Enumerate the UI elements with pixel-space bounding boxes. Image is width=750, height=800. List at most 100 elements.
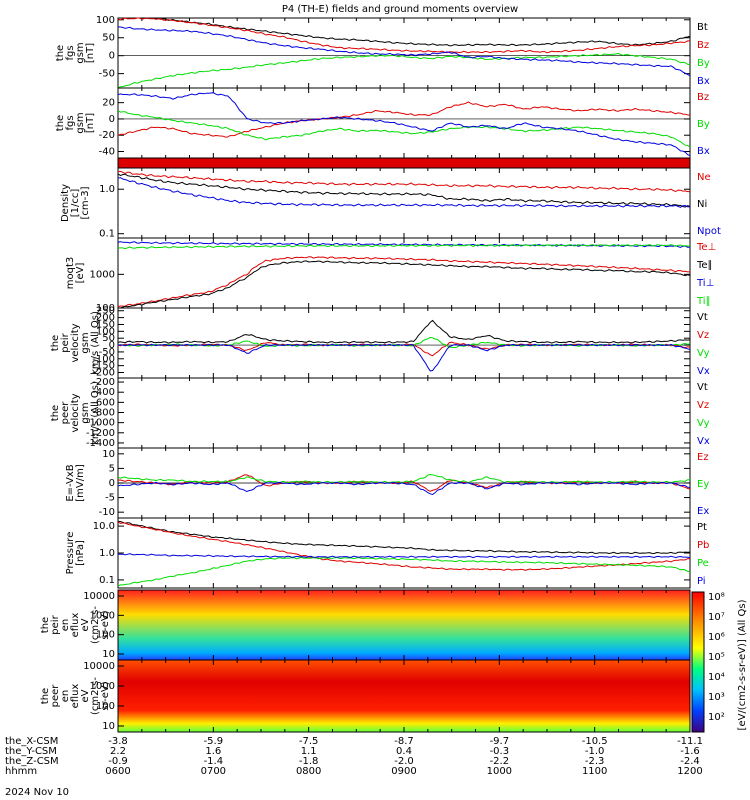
series-Te-line — [117, 260, 691, 309]
legend-By: By — [697, 119, 710, 130]
y-tick-label: -200 — [92, 377, 115, 388]
x-tick-label: 1.1 — [301, 746, 317, 757]
x-tick-label: 1100 — [582, 766, 607, 777]
x-tick-label: -8.7 — [394, 736, 414, 747]
legend-Te: Te⊥ — [696, 242, 716, 253]
x-tick-label: -2.4 — [680, 756, 700, 767]
series-Ey-line — [117, 473, 690, 484]
x-tick-label: -11.1 — [677, 736, 703, 747]
panel-8-ylabel: E=-VxB[mV/m] — [65, 464, 86, 502]
series-Bz-line — [117, 101, 691, 138]
ylabel-line: velocity — [70, 393, 81, 432]
y-tick-label: 1000 — [90, 610, 115, 621]
y-tick-label: 10000 — [83, 591, 115, 602]
x-tick-label: -2.3 — [585, 756, 605, 767]
y-tick-label: -150 — [92, 361, 115, 372]
legend-Ti: Ti∥ — [696, 296, 711, 307]
legend-Vy: Vy — [697, 418, 710, 429]
y-tick-label: 0 — [109, 51, 115, 62]
legend-Ez: Ez — [697, 452, 709, 463]
legend-Pe: Pe — [697, 558, 709, 569]
series-Pe-line — [117, 556, 691, 587]
panel-2-ylabel: thefgsgsm[nT] — [55, 112, 96, 133]
x-tick-label: 0.4 — [396, 746, 412, 757]
x-row-label: the_Y-CSM — [5, 746, 57, 757]
x-row-label: the_X-CSM — [5, 736, 58, 747]
series-Bz-line — [117, 17, 690, 54]
colorbar-label: [eV/(cm2-s-sr-eV)] (All Qs) — [737, 599, 748, 730]
ylabel-line: (cm2-s- — [90, 606, 101, 644]
x-tick-label: 1.6 — [205, 746, 221, 757]
y-tick-label: 10000 — [83, 661, 115, 672]
x-tick-label: 0800 — [296, 766, 321, 777]
y-tick-label: 200 — [96, 313, 115, 324]
ylabel-line: Pressure — [65, 532, 76, 575]
series-Pi-line — [117, 553, 691, 559]
legend-Ex: Ex — [697, 506, 709, 517]
ylabel-line: km/s (All Qs) — [90, 381, 101, 445]
series-Npot-line — [117, 177, 691, 208]
panel-6-ylabel: thepeirvelocitygsmkm/s (All Qs) — [50, 311, 101, 375]
y-tick-label: -400 — [92, 387, 115, 398]
series-Ex-line — [117, 481, 691, 496]
x-tick-label: -10.5 — [582, 736, 608, 747]
y-tick-label: 100 — [96, 630, 115, 641]
ylabel-line: [nPa] — [75, 540, 86, 566]
series-By-line — [117, 110, 691, 148]
x-tick-label: -1.6 — [680, 746, 700, 757]
ylabel-line: sr-eV) — [100, 681, 111, 710]
ylabel-line: en — [60, 690, 71, 703]
legend-Bz: Bz — [697, 40, 709, 51]
ylabel-line: fgs — [65, 115, 76, 130]
ylabel-line: the — [40, 688, 51, 704]
panel-2: 20 0 -20 -40 thefgsgsm[nT] Bz By Bx — [55, 87, 710, 159]
series-Ti-line — [117, 243, 691, 250]
y-tick-label: 1.0 — [99, 548, 115, 559]
ylabel-line: peer — [60, 401, 71, 425]
panels-group: 100500-50thefgsgsm[nT]BtBzByBx200-20-40t… — [40, 15, 748, 733]
legend-Bx: Bx — [697, 76, 710, 87]
y-tick-label: -1200 — [86, 428, 115, 439]
ylabel-line: moqt3 — [65, 257, 76, 290]
y-tick-label: -50 — [99, 69, 115, 80]
x-axis-labels: the_X-CSMthe_Y-CSMthe_Z-CSMhhmm-3.82.2-0… — [5, 736, 703, 777]
legend-Bt: Bt — [697, 22, 708, 33]
panel-11: 10000 1000 100 10 thepeerenefluxeV(cm2-s-sr-… — [40, 659, 691, 733]
x-tick-label: -2.0 — [394, 756, 414, 767]
y-tick-label: -100 — [92, 354, 115, 365]
y-tick-label: -200 — [92, 368, 115, 379]
legend-Vt: Vt — [697, 312, 708, 323]
ylabel-line: [cm-3] — [80, 186, 91, 219]
legend-Vz: Vz — [697, 400, 709, 411]
ylabel-line: gsm — [80, 332, 91, 353]
panel-7-ylabel: thepeervelocitygsmkm/s (All Qs) — [50, 381, 101, 445]
y-tick-label: 1.0 — [99, 184, 115, 195]
ylabel-line: [nT] — [85, 113, 96, 133]
panel-11-ylabel: thepeerenefluxeV(cm2-s-sr-eV) — [40, 677, 111, 715]
colorbar-scale — [691, 591, 705, 733]
series-Te-line — [117, 256, 690, 308]
x-tick-label: -1.4 — [204, 756, 224, 767]
series-Pb-line — [117, 521, 691, 571]
panel-7: -200-400-600-800-1000-1200-1400thepeerve… — [50, 377, 710, 449]
legend-Pt: Pt — [697, 522, 707, 533]
plot-title: P4 (TH-E) fields and ground moments over… — [282, 4, 518, 15]
series-Pt-line — [117, 520, 691, 555]
colorbar-tick-label: 10⁸ — [708, 592, 725, 603]
ylabel-line: km/s (All Qs) — [90, 311, 101, 375]
colorbar-tick-label: 10⁴ — [708, 672, 725, 683]
y-tick-label: 100 — [96, 303, 115, 314]
legend-By: By — [697, 58, 710, 69]
y-tick-label: 100 — [96, 701, 115, 712]
ylabel-line: eflux — [70, 613, 81, 638]
colorbar-tick-label: 10² — [708, 712, 725, 723]
x-row-label: the_Z-CSM — [5, 756, 59, 767]
y-tick-label: -20 — [99, 130, 115, 141]
y-tick-label: -600 — [92, 397, 115, 408]
y-tick-label: 250 — [96, 306, 115, 317]
panel-1-frame — [117, 17, 691, 89]
series-Vt-line — [117, 319, 691, 344]
ylabel-line: en — [60, 619, 71, 632]
red-status-bar — [118, 158, 690, 168]
